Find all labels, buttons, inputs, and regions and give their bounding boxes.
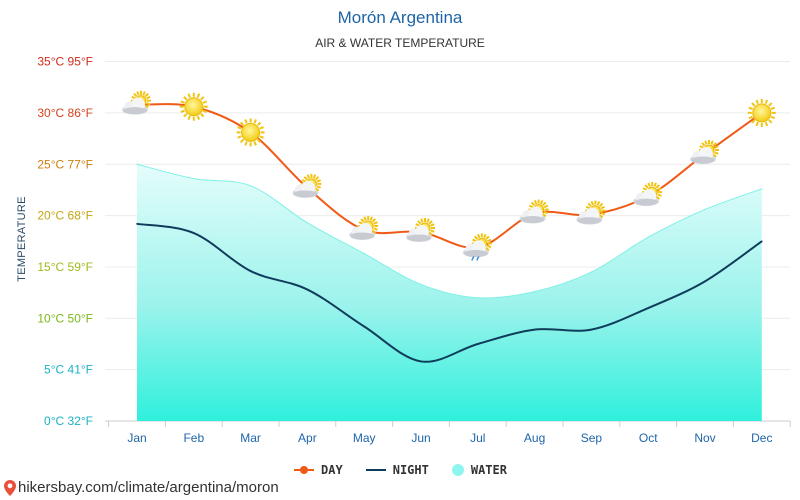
partly-cloudy-icon	[690, 139, 719, 164]
partly-cloudy-icon	[633, 182, 663, 207]
water-point	[193, 177, 195, 180]
y-tick-label: 15°C 59°F	[37, 260, 93, 274]
chart-legend: DAY NIGHT WATER	[0, 463, 800, 477]
water-area	[137, 164, 762, 421]
legend-item-day[interactable]: DAY	[293, 463, 343, 477]
water-point	[647, 236, 649, 238]
x-tick-label: Nov	[694, 431, 715, 445]
night-point	[306, 288, 309, 291]
partly-cloudy-icon	[292, 173, 322, 198]
y-tick-label: 10°C 50°F	[37, 311, 93, 325]
water-point	[363, 252, 366, 255]
legend-item-night[interactable]: NIGHT	[365, 463, 429, 477]
night-point	[136, 223, 138, 225]
night-point	[533, 328, 536, 331]
partly-cloudy-icon	[576, 200, 606, 225]
chart-title: Morón Argentina	[337, 8, 463, 27]
partly-cloudy-icon	[519, 199, 549, 224]
partly-cloudy-icon	[349, 215, 379, 240]
night-point	[704, 280, 706, 283]
temperature-chart: 0°C 32°F 5°C 41°F 10°C 50°F 15°C 59°F 20°C 6…	[37, 55, 791, 445]
water-point	[136, 163, 138, 166]
y-tick-label: 25°C 77°F	[37, 157, 93, 171]
legend-marker-water	[451, 464, 464, 476]
night-point	[761, 240, 763, 243]
water-point	[704, 208, 706, 211]
legend-label-night: NIGHT	[392, 463, 429, 477]
x-tick-label: Jul	[470, 431, 485, 445]
night-point	[193, 232, 195, 234]
x-tick-label: Oct	[639, 431, 658, 445]
x-tick-label: Apr	[298, 431, 317, 445]
night-point	[647, 307, 649, 309]
legend-label-water: WATER	[470, 463, 507, 477]
y-tick-label: 20°C 68°F	[37, 209, 93, 223]
water-point	[533, 290, 536, 293]
partly-cloudy-icon	[122, 90, 151, 115]
rain-cloud-icon	[462, 233, 492, 261]
legend-marker-day	[294, 466, 315, 474]
partly-cloudy-icon	[406, 218, 435, 243]
y-tick-label: 30°C 86°F	[37, 106, 93, 120]
x-tick-label: Mar	[240, 431, 261, 445]
legend-label-day: DAY	[321, 463, 343, 477]
water-point	[249, 185, 252, 187]
night-point	[363, 325, 366, 328]
night-point	[249, 270, 252, 272]
x-tick-label: Jun	[411, 431, 430, 445]
y-tick-label: 0°C 32°F	[44, 414, 93, 428]
map-pin-icon	[4, 479, 16, 496]
sun-icon	[179, 92, 208, 121]
x-tick-label: Feb	[183, 431, 204, 445]
night-line	[136, 222, 763, 363]
x-tick-label: Dec	[751, 431, 772, 445]
night-point	[420, 360, 422, 363]
sun-icon	[236, 118, 265, 147]
night-point	[477, 343, 479, 345]
source-text: hikersbay.com/climate/argentina/moron	[18, 479, 279, 496]
chart-subtitle: AIR & WATER TEMPERATURE	[315, 36, 485, 50]
water-point	[420, 283, 422, 286]
x-tick-label: Aug	[524, 431, 545, 445]
sun-icon	[747, 98, 776, 127]
y-tick-label: 5°C 41°F	[44, 363, 93, 377]
water-point	[590, 271, 593, 273]
water-point	[306, 221, 309, 224]
source-link[interactable]: hikersbay.com/climate/argentina/moron	[4, 479, 279, 496]
legend-marker-night	[365, 469, 386, 471]
x-tick-label: Sep	[581, 431, 603, 445]
y-tick-label: 35°C 95°F	[37, 55, 93, 69]
legend-item-water[interactable]: WATER	[451, 463, 507, 477]
x-tick-label: Jan	[127, 431, 146, 445]
water-point	[761, 188, 763, 190]
x-tick-label: May	[353, 431, 376, 445]
water-point	[477, 296, 479, 299]
night-point	[590, 328, 593, 331]
